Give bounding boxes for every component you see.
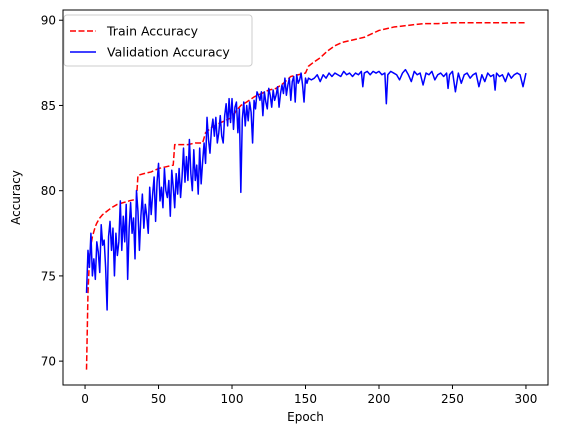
x-tick-label: 300	[515, 392, 538, 406]
y-axis-title: Accuracy	[9, 170, 23, 225]
legend-label-validation-accuracy: Validation Accuracy	[107, 45, 230, 60]
x-tick-label: 150	[294, 392, 317, 406]
series-line-train-accuracy	[85, 22, 526, 370]
series-line-validation-accuracy	[85, 68, 527, 311]
x-tick-label: 200	[368, 392, 391, 406]
y-tick-label: 80	[41, 184, 56, 198]
x-axis-title: Epoch	[287, 410, 324, 424]
legend: Train Accuracy Validation Accuracy	[63, 14, 253, 67]
x-tick-label: 250	[441, 392, 464, 406]
y-tick-label: 70	[41, 355, 56, 369]
y-tick-label: 90	[41, 14, 56, 28]
y-tick-label: 75	[41, 269, 56, 283]
x-tick-label: 50	[151, 392, 166, 406]
x-tick-label: 100	[221, 392, 244, 406]
x-tick-label: 0	[81, 392, 89, 406]
legend-label-train-accuracy: Train Accuracy	[106, 24, 199, 39]
legend-box	[63, 14, 253, 67]
y-tick-label: 85	[41, 99, 56, 113]
